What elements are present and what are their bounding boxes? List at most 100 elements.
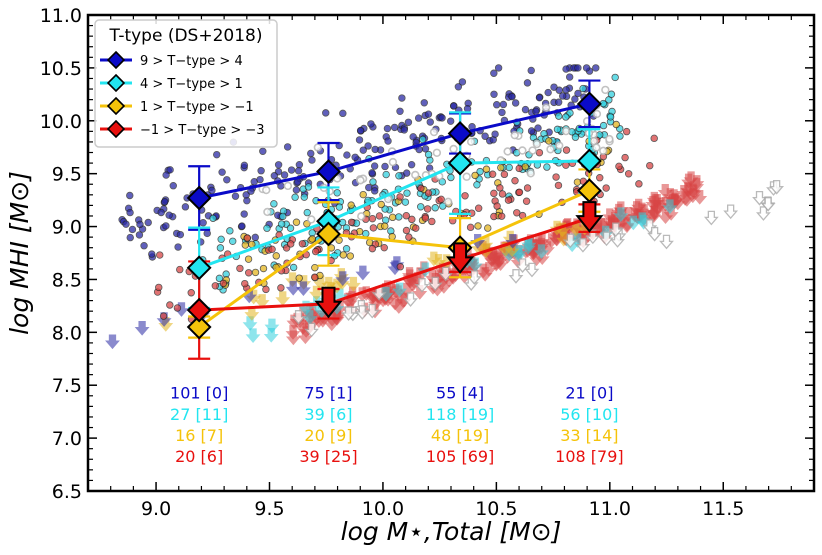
upper-limit-arrow	[647, 226, 663, 242]
upper-limit-arrow	[769, 179, 785, 195]
detection-point	[176, 265, 184, 274]
y-tick-label: 7.5	[52, 375, 82, 397]
upper-limit-arrow	[285, 330, 301, 346]
detection-point	[552, 173, 560, 181]
detection-point	[592, 64, 600, 72]
detection-point	[263, 224, 271, 232]
detection-point	[646, 161, 654, 170]
y-tick-label: 8.0	[52, 322, 82, 344]
bin-count-label: 27 [11]	[170, 405, 228, 424]
detection-point	[535, 93, 544, 102]
upper-limit-arrow	[285, 280, 301, 296]
detection-point	[181, 203, 190, 211]
detection-point	[241, 241, 250, 249]
bin-count-label: 20 [9]	[304, 426, 352, 445]
series-diamond-marker	[576, 91, 602, 117]
detection-point	[283, 143, 292, 151]
upper-limit-arrow-shape	[647, 226, 663, 242]
upper-limit-arrow-shape	[387, 260, 403, 276]
detection-point	[295, 274, 303, 282]
detection-point	[497, 163, 505, 172]
upper-limit-arrow-shape	[610, 233, 625, 248]
detection-point	[335, 236, 343, 244]
detection-point	[240, 210, 248, 218]
detection-point	[527, 66, 535, 75]
detection-point	[438, 114, 446, 122]
detection-point	[381, 162, 389, 171]
detection-point	[409, 133, 417, 141]
upper-limit-arrow	[302, 310, 318, 325]
upper-limit-arrow-shape	[364, 303, 380, 319]
detection-point	[244, 255, 253, 263]
upper-limit-arrow-shape	[599, 231, 614, 247]
legend-marker	[106, 96, 126, 116]
axis-ticks: 9.0 9.5 10.0 10.5 11.0 11.5 6.5 7.0 7.5 8.0 8.5 9.0…	[40, 5, 815, 520]
detection-point	[215, 274, 224, 283]
detection-point	[263, 207, 272, 217]
detection-point	[217, 235, 225, 244]
detection-point	[155, 283, 163, 292]
detection-point	[488, 170, 497, 178]
upper-limit-arrow-shape	[521, 236, 537, 252]
detection-point	[558, 92, 567, 100]
detection-point	[490, 69, 498, 77]
detection-point	[562, 65, 570, 73]
detection-point	[148, 250, 156, 258]
detection-point	[311, 247, 320, 256]
upper-limit-arrow	[242, 316, 258, 331]
detection-point	[635, 180, 643, 188]
detection-point	[371, 145, 379, 154]
detection-point	[396, 193, 404, 201]
x-tick-label: 10.0	[362, 498, 404, 520]
bin-count-label: 55 [4]	[436, 384, 484, 403]
detection-point	[126, 233, 134, 242]
detection-point	[622, 127, 631, 136]
legend-entry-label: −1 > T−type > −3	[140, 123, 265, 138]
detection-point	[418, 135, 427, 144]
upper-limit-arrow	[689, 178, 705, 193]
upper-limit-arrow	[355, 265, 371, 281]
upper-limit-arrow-shape	[285, 280, 301, 296]
detection-point	[229, 237, 237, 245]
detection-point	[211, 282, 220, 290]
detection-point	[218, 168, 226, 176]
detection-point	[611, 73, 619, 82]
bin-counts: 101 [0] 75 [1] 55 [4] 21 [0] 27 [11] 39 [6] 11…	[170, 384, 624, 466]
detection-point	[592, 109, 602, 119]
detection-point	[245, 269, 253, 277]
detection-point	[303, 208, 311, 217]
upper-limit-arrow-shape	[575, 238, 591, 253]
detection-point	[515, 188, 524, 196]
upper-limit-arrow	[610, 233, 625, 248]
detection-point	[496, 184, 504, 192]
detection-point	[169, 182, 177, 190]
detection-point	[176, 230, 185, 239]
series-line	[198, 102, 590, 200]
detection-point	[515, 164, 523, 173]
upper-limit-arrow	[341, 306, 356, 321]
detection-point	[497, 212, 506, 220]
detection-point	[417, 203, 425, 211]
detection-point	[521, 105, 530, 114]
detection-point	[346, 252, 355, 260]
upper-limit-arrow-shape	[403, 292, 418, 307]
detection-point	[650, 134, 658, 143]
detection-point	[574, 64, 582, 72]
detection-point	[562, 146, 571, 154]
detection-point	[555, 112, 563, 120]
detection-point	[573, 178, 582, 186]
detection-point	[277, 220, 286, 228]
background-points	[105, 64, 785, 350]
upper-limit-arrow-shape	[245, 328, 261, 343]
detection-point	[277, 284, 285, 292]
legend: T-type (DS+2018) 9 > T−type > 4 4 > T−type…	[94, 19, 278, 148]
detection-point	[165, 211, 173, 219]
detection-point	[382, 170, 390, 179]
bin-count-label: 16 [7]	[175, 426, 223, 445]
upper-limit-arrow-shape	[676, 184, 692, 200]
detection-point	[484, 224, 492, 232]
detection-point	[356, 126, 365, 135]
legend-marker	[106, 50, 126, 70]
upper-limit-arrow	[681, 173, 697, 189]
upper-limit-arrow	[313, 275, 329, 291]
